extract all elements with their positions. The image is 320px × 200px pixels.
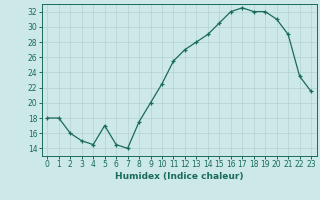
X-axis label: Humidex (Indice chaleur): Humidex (Indice chaleur)	[115, 172, 244, 181]
